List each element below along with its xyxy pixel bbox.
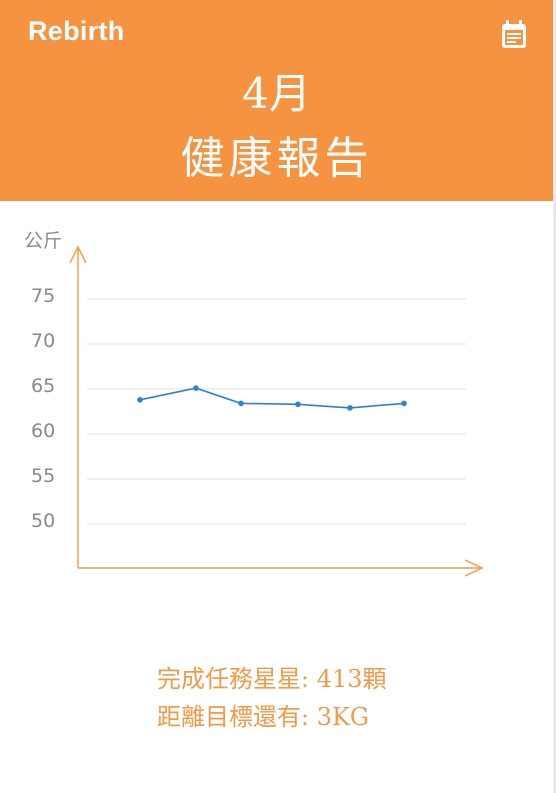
y-tick-label: 60: [31, 420, 55, 442]
data-point: [137, 397, 143, 403]
stars-completed-text: 完成任務星星: 413顆: [157, 660, 387, 698]
weight-line-chart: 公斤 75 70 65 60 55 50: [0, 201, 553, 601]
app-header: Rebirth 4月 健康報告: [0, 0, 553, 201]
y-axis-label: 公斤: [24, 230, 62, 252]
goal-remaining-text: 距離目標還有: 3KG: [157, 698, 387, 736]
app-title: Rebirth: [28, 16, 125, 47]
y-tick-label: 50: [31, 510, 55, 532]
data-point: [193, 385, 199, 391]
y-tick-label: 55: [31, 465, 55, 487]
month-title: 4月: [0, 60, 553, 121]
chart-axes: [70, 247, 482, 576]
data-point: [401, 401, 407, 407]
y-tick-label: 70: [31, 330, 55, 352]
data-point: [347, 405, 353, 411]
y-tick-labels: 75 70 65 60 55 50: [31, 285, 55, 532]
calendar-icon[interactable]: [499, 19, 529, 51]
y-tick-label: 75: [31, 285, 55, 307]
data-point: [295, 402, 301, 408]
stats-panel: 完成任務星星: 413顆 距離目標還有: 3KG: [157, 660, 387, 736]
report-title: 健康報告: [0, 122, 553, 186]
series-line: [140, 388, 404, 408]
data-point: [238, 401, 244, 407]
y-tick-label: 65: [31, 375, 55, 397]
grid-lines: [87, 299, 466, 524]
